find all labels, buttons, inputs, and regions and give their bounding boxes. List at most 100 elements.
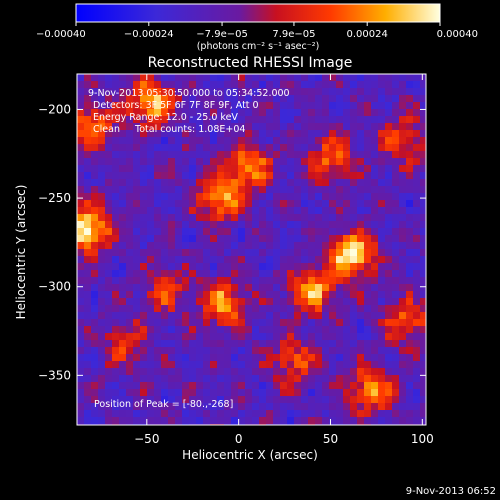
heatmap-cell <box>308 235 315 242</box>
heatmap-cell <box>329 130 336 137</box>
heatmap-cell <box>231 172 238 179</box>
heatmap-cell <box>189 200 196 207</box>
heatmap-cell <box>245 158 252 165</box>
heatmap-cell <box>273 193 280 200</box>
heatmap-cell <box>147 158 154 165</box>
heatmap-cell <box>175 228 182 235</box>
heatmap-cell <box>378 144 385 151</box>
heatmap-cell <box>350 298 357 305</box>
heatmap-cell <box>224 270 231 277</box>
heatmap-cell <box>203 361 210 368</box>
heatmap-cell <box>133 109 140 116</box>
heatmap-cell <box>140 270 147 277</box>
heatmap-cell <box>343 277 350 284</box>
heatmap-cell <box>273 382 280 389</box>
heatmap-cell <box>112 81 119 88</box>
heatmap-cell <box>336 368 343 375</box>
y-tick-label: −300 <box>38 280 71 294</box>
heatmap-cell <box>217 172 224 179</box>
heatmap-cell <box>154 109 161 116</box>
heatmap-cell <box>119 403 126 410</box>
heatmap-cell <box>217 228 224 235</box>
heatmap-cell <box>357 207 364 214</box>
heatmap-cell <box>196 354 203 361</box>
heatmap-cell <box>196 123 203 130</box>
heatmap-cell <box>266 193 273 200</box>
heatmap-cell <box>112 403 119 410</box>
heatmap-cell <box>77 354 84 361</box>
heatmap-cell <box>203 235 210 242</box>
heatmap-cell <box>210 403 217 410</box>
heatmap-cell <box>98 116 105 123</box>
heatmap-cell <box>210 382 217 389</box>
heatmap-cell <box>357 305 364 312</box>
heatmap-cell <box>203 200 210 207</box>
heatmap-cell <box>203 165 210 172</box>
heatmap-cell <box>91 214 98 221</box>
heatmap-cell <box>245 123 252 130</box>
heatmap-cell <box>315 396 322 403</box>
heatmap-cell <box>84 291 91 298</box>
heatmap-cell <box>273 256 280 263</box>
heatmap-cell <box>231 354 238 361</box>
heatmap-cell <box>175 291 182 298</box>
heatmap-cell <box>273 326 280 333</box>
heatmap-cell <box>189 347 196 354</box>
heatmap-cell <box>294 158 301 165</box>
heatmap-cell <box>224 319 231 326</box>
heatmap-cell <box>231 242 238 249</box>
heatmap-cell <box>301 158 308 165</box>
heatmap-cell <box>385 186 392 193</box>
heatmap-cell <box>364 221 371 228</box>
heatmap-cell <box>280 403 287 410</box>
heatmap-cell <box>357 214 364 221</box>
heatmap-cell <box>385 151 392 158</box>
heatmap-cell <box>84 158 91 165</box>
heatmap-cell <box>189 95 196 102</box>
heatmap-cell <box>245 116 252 123</box>
heatmap-cell <box>252 256 259 263</box>
heatmap-cell <box>413 417 420 424</box>
heatmap-cell <box>161 151 168 158</box>
heatmap-cell <box>280 186 287 193</box>
heatmap-cell <box>378 214 385 221</box>
heatmap-cell <box>161 137 168 144</box>
heatmap-cell <box>385 347 392 354</box>
heatmap-cell <box>217 410 224 417</box>
heatmap-cell <box>378 263 385 270</box>
heatmap-cell <box>105 130 112 137</box>
heatmap-cell <box>140 396 147 403</box>
heatmap-cell <box>371 228 378 235</box>
heatmap-cell <box>336 109 343 116</box>
heatmap-cell <box>420 396 426 403</box>
heatmap-cell <box>294 165 301 172</box>
heatmap-cell <box>224 123 231 130</box>
heatmap-cell <box>203 123 210 130</box>
heatmap-cell <box>154 102 161 109</box>
heatmap-cell <box>140 172 147 179</box>
heatmap-cell <box>266 179 273 186</box>
heatmap-cell <box>336 242 343 249</box>
heatmap-cell <box>175 263 182 270</box>
heatmap-cell <box>378 284 385 291</box>
heatmap-cell <box>84 256 91 263</box>
heatmap-cell <box>280 410 287 417</box>
heatmap-cell <box>147 179 154 186</box>
heatmap-cell <box>210 207 217 214</box>
heatmap-cell <box>385 361 392 368</box>
heatmap-cell <box>238 326 245 333</box>
heatmap-cell <box>91 361 98 368</box>
heatmap-cell <box>357 74 364 81</box>
heatmap-cell <box>133 382 140 389</box>
heatmap-cell <box>147 242 154 249</box>
heatmap-cell <box>119 312 126 319</box>
heatmap-cell <box>84 270 91 277</box>
heatmap-cell <box>245 249 252 256</box>
heatmap-cell <box>294 382 301 389</box>
heatmap-cell <box>119 186 126 193</box>
heatmap-cell <box>84 319 91 326</box>
heatmap-cell <box>203 116 210 123</box>
heatmap-cell <box>98 109 105 116</box>
heatmap-cell <box>322 207 329 214</box>
heatmap-cell <box>238 179 245 186</box>
